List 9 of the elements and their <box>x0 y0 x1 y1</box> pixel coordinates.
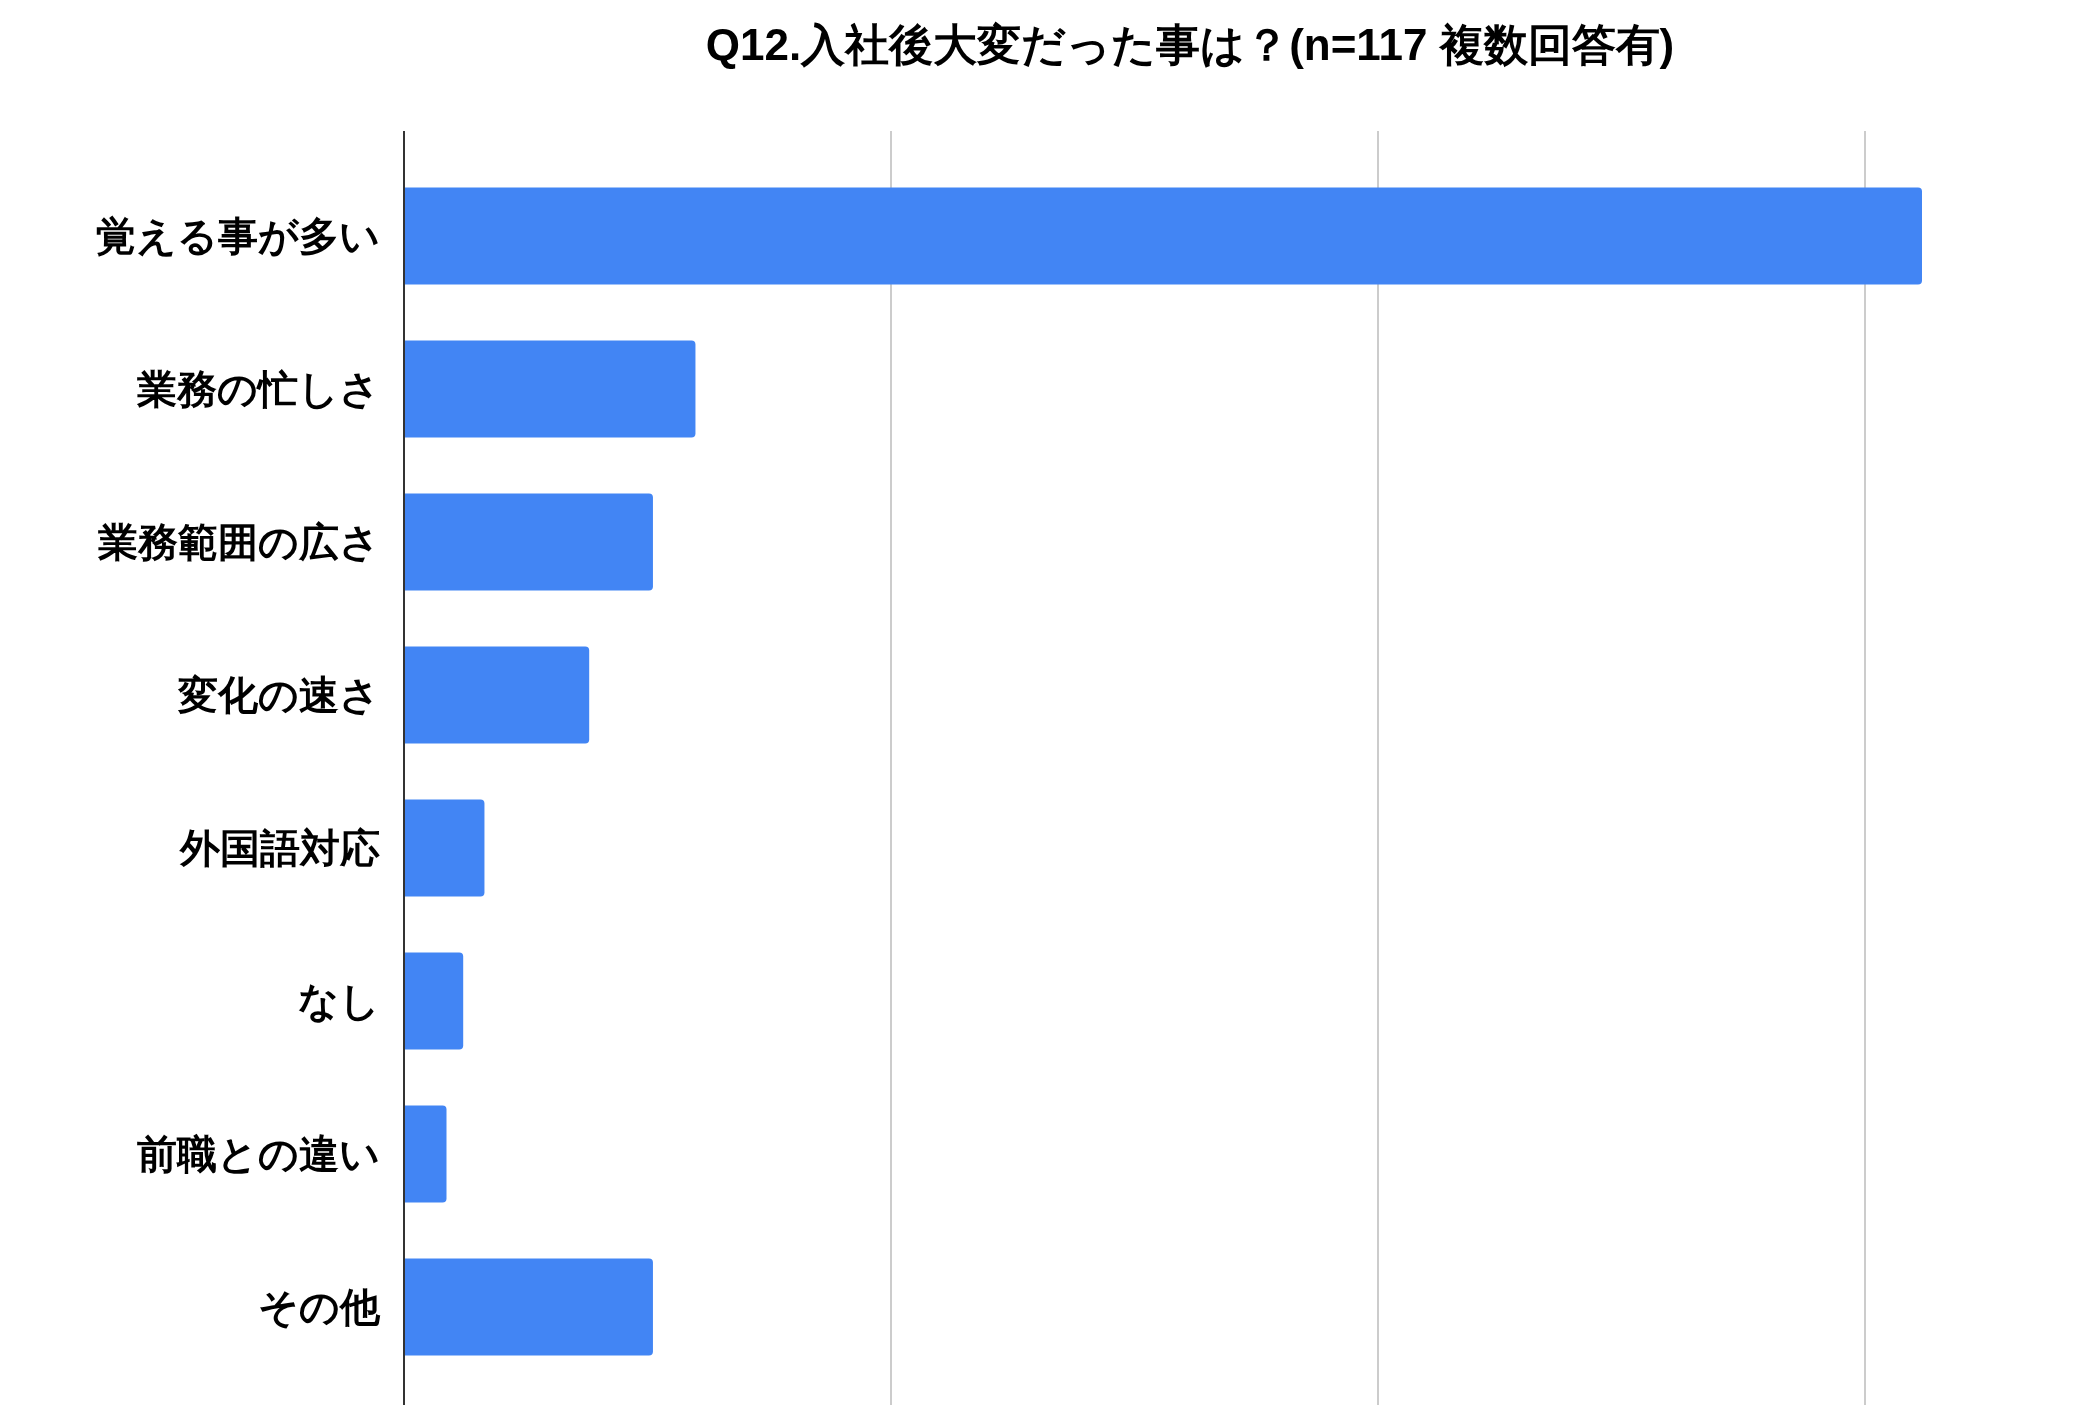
y-tick-label: なし <box>298 979 380 1023</box>
y-tick-label: 前職との違い <box>137 1132 380 1176</box>
y-tick-label: 変化の速さ <box>177 673 380 717</box>
title: Q12.入社後大変だった事は？(n=117 複数回答有) <box>705 20 1675 69</box>
y-tick-label: その他 <box>258 1285 381 1329</box>
y-tick-label: 覚える事が多い <box>96 214 380 258</box>
y-tick-label: 外国語対応 <box>179 826 380 870</box>
y-tick-label: 業務の忙しさ <box>136 367 380 411</box>
y-tick-label: 業務範囲の広さ <box>97 520 380 564</box>
